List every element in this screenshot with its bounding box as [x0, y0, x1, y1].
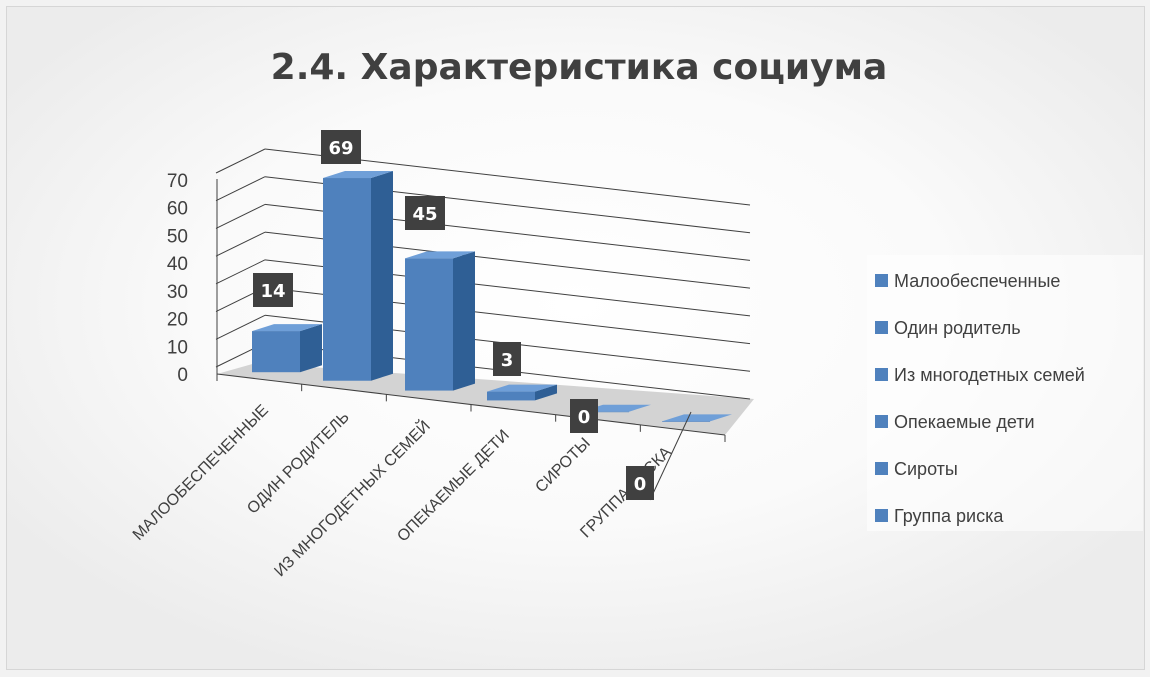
x-tick-label-2: ИЗ МНОГОДЕТНЫХ СЕМЕЙ — [270, 416, 434, 580]
y-tick-label-5: 50 — [167, 226, 188, 247]
data-label-0: 14 — [260, 281, 285, 302]
data-label-bg-1 — [321, 130, 361, 164]
data-label-bg-2 — [405, 196, 445, 230]
bar-top-4 — [581, 404, 651, 412]
chart-svg: 2.4. Характеристика социума 010203040506… — [130, 47, 1143, 580]
data-label-4: 0 — [578, 407, 591, 428]
data-label-leader — [649, 411, 692, 501]
y-tick-label-4: 40 — [167, 254, 188, 275]
y-tick-label-7: 70 — [167, 171, 188, 192]
bar-0 — [252, 331, 300, 373]
legend-item-2: Из многодетных семей — [894, 365, 1085, 385]
gridline-left-4 — [215, 231, 266, 257]
data-label-5: 0 — [634, 474, 647, 495]
chart-title: 2.4. Характеристика социума — [271, 47, 888, 88]
legend-box — [867, 255, 1143, 531]
legend-swatch-1 — [875, 321, 888, 334]
data-label-bg-0 — [253, 273, 293, 307]
x-tick-label-4: СИРОТЫ — [532, 435, 593, 496]
chart-floor — [217, 363, 754, 435]
data-label-2: 45 — [412, 204, 437, 225]
legend-swatch-2 — [875, 368, 888, 381]
bar-top-2 — [405, 251, 475, 259]
bar-side-3 — [535, 384, 557, 401]
y-tick-label-0: 0 — [177, 365, 188, 386]
bar-side-1 — [371, 171, 393, 381]
bar-side-0 — [300, 324, 322, 373]
bar-top-3 — [487, 384, 557, 392]
bar-top-5 — [662, 414, 732, 422]
gridline-left-7 — [215, 148, 266, 174]
legend-swatch-3 — [875, 415, 888, 428]
y-tick-label-2: 20 — [167, 310, 188, 331]
legend-swatch-5 — [875, 509, 888, 522]
y-tick-label-6: 60 — [167, 199, 188, 220]
bar-side-2 — [453, 251, 475, 391]
bar-top-0 — [252, 324, 322, 332]
data-label-3: 3 — [501, 350, 514, 371]
data-label-bg-5 — [626, 466, 654, 500]
legend-swatch-0 — [875, 274, 888, 287]
legend-swatch-4 — [875, 462, 888, 475]
bar-3 — [487, 391, 535, 401]
data-label-bg-3 — [493, 342, 521, 376]
x-tick-label-0: МАЛООБЕСПЕЧЕННЫЕ — [130, 402, 272, 544]
gridline-left-6 — [215, 176, 266, 202]
data-label-bg-4 — [570, 399, 598, 433]
gridline-left-5 — [215, 203, 266, 229]
legend-item-3: Опекаемые дети — [894, 412, 1035, 432]
gridline-left-1 — [215, 314, 266, 340]
legend-item-5: Группа риска — [894, 506, 1004, 526]
bar-top-1 — [323, 171, 393, 179]
chart-frame: 2.4. Характеристика социума 0 10 20 30 40 50 6… — [6, 6, 1145, 670]
legend-item-0: Малообеспеченные — [894, 271, 1060, 291]
legend-item-4: Сироты — [894, 459, 958, 479]
gridline-left-3 — [215, 259, 266, 285]
legend-item-1: Один родитель — [894, 318, 1021, 338]
data-label-1: 69 — [328, 138, 353, 159]
bar-2 — [405, 258, 453, 391]
y-tick-label-3: 30 — [167, 282, 188, 303]
y-tick-label-1: 10 — [167, 337, 188, 358]
bar-1 — [323, 178, 371, 381]
bar-4 — [581, 411, 629, 413]
